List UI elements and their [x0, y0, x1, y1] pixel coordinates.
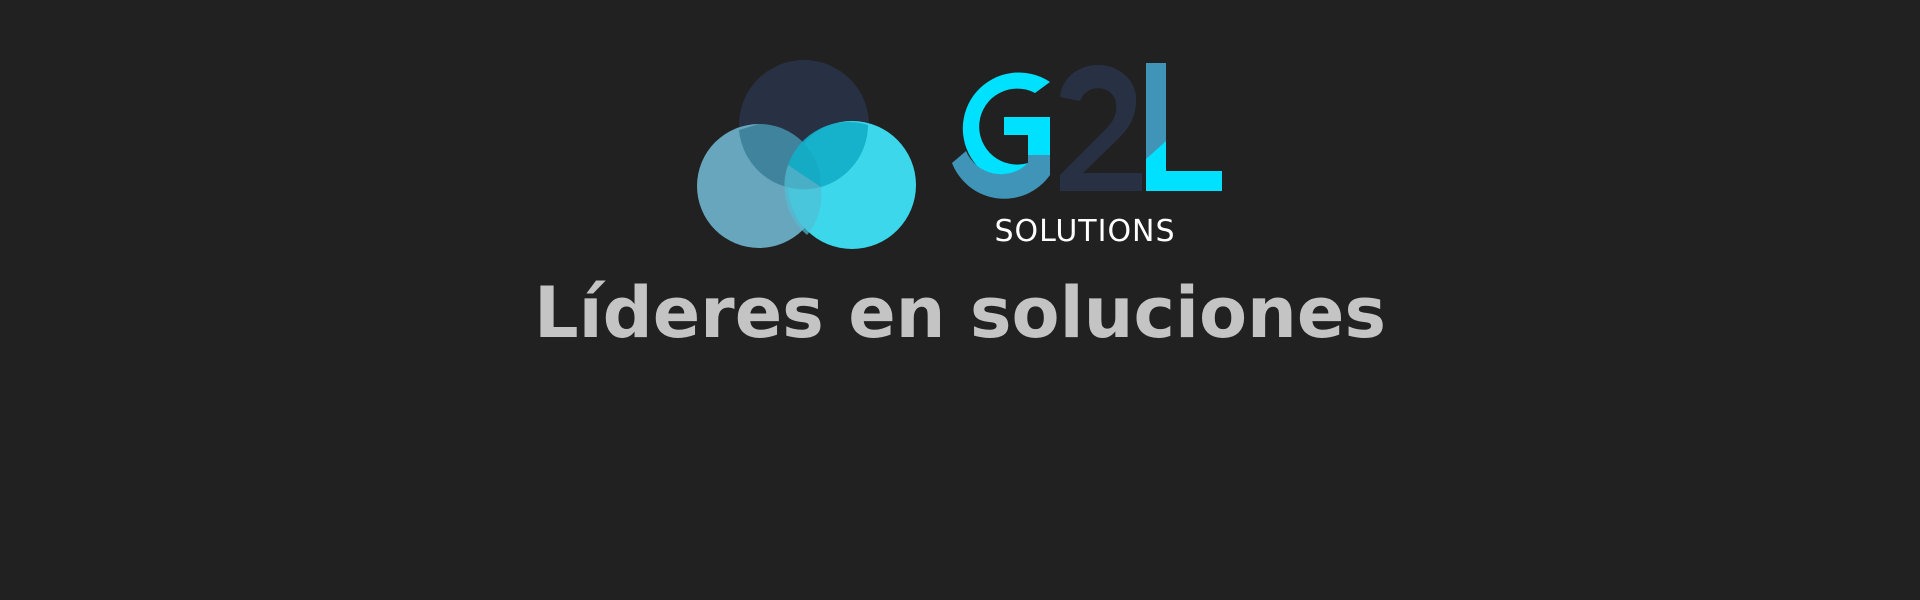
solutions-subtitle: SOLUTIONS — [994, 214, 1175, 249]
g2l-logo-graphic: SOLUTIONS — [697, 60, 1222, 249]
g2l-logo: SOLUTIONS — [690, 55, 1230, 255]
g2l-wordmark — [952, 63, 1222, 199]
three-overlapping-circles-icon — [697, 60, 916, 249]
tagline: Líderes en soluciones — [533, 272, 1387, 354]
